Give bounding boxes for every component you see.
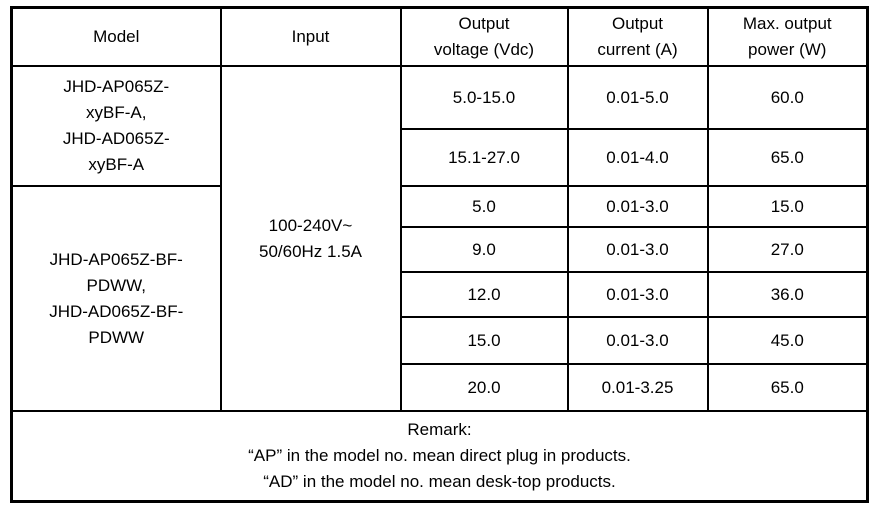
voltage-cell: 12.0 — [399, 271, 569, 318]
table-row: 12.0 0.01-3.0 36.0 — [12, 271, 869, 318]
spec-table: Model Input Output voltage (Vdc) Output … — [10, 6, 869, 503]
current-cell: 0.01-5.0 — [566, 65, 709, 130]
table-row: 20.0 0.01-3.25 65.0 — [12, 363, 869, 412]
current-cell: 0.01-3.0 — [566, 185, 709, 228]
current-cell: 0.01-3.0 — [566, 271, 709, 318]
voltage-cell: 9.0 — [399, 226, 569, 273]
header-output-voltage: Output voltage (Vdc) — [399, 6, 569, 67]
power-cell: 65.0 — [706, 363, 869, 412]
header-max-output-power: Max. output power (W) — [706, 6, 869, 67]
remark-line: “AD” in the model no. mean desk-top prod… — [263, 471, 616, 491]
table-row: 15.0 0.01-3.0 45.0 — [12, 316, 869, 365]
current-cell: 0.01-3.0 — [566, 226, 709, 273]
current-cell: 0.01-3.25 — [566, 363, 709, 412]
voltage-cell: 5.0-15.0 — [399, 65, 569, 130]
power-cell: 27.0 — [706, 226, 869, 273]
header-row: Model Input Output voltage (Vdc) Output … — [10, 6, 869, 67]
table-row: 9.0 0.01-3.0 27.0 — [12, 226, 869, 273]
remark-line: “AP” in the model no. mean direct plug i… — [248, 445, 631, 465]
model-group-cell-1: JHD-AP065Z- xyBF-A, JHD-AD065Z- xyBF-A — [10, 65, 222, 187]
remark-section: Remark: “AP” in the model no. mean direc… — [10, 410, 869, 502]
input-cell: 100-240V~ 50/60Hz 1.5A — [219, 65, 402, 412]
power-cell: 65.0 — [706, 128, 869, 187]
power-cell: 45.0 — [706, 316, 869, 365]
remark-label: Remark: — [407, 419, 472, 439]
voltage-cell: 5.0 — [399, 185, 569, 228]
power-cell: 15.0 — [706, 185, 869, 228]
voltage-cell: 15.0 — [399, 316, 569, 365]
power-cell: 36.0 — [706, 271, 869, 318]
current-cell: 0.01-3.0 — [566, 316, 709, 365]
power-cell: 60.0 — [706, 65, 869, 130]
voltage-cell: 15.1-27.0 — [399, 128, 569, 187]
current-cell: 0.01-4.0 — [566, 128, 709, 187]
header-model: Model — [10, 6, 222, 67]
table-row: 15.1-27.0 0.01-4.0 65.0 — [12, 128, 869, 187]
model-group-cell-2: JHD-AP065Z-BF- PDWW, JHD-AD065Z-BF- PDWW — [10, 185, 222, 412]
header-output-current: Output current (A) — [566, 6, 709, 67]
voltage-cell: 20.0 — [399, 363, 569, 412]
remark-row: Remark: “AP” in the model no. mean direc… — [10, 410, 869, 502]
table-row: JHD-AP065Z- xyBF-A, JHD-AD065Z- xyBF-A 1… — [10, 65, 869, 412]
table-row: JHD-AP065Z-BF- PDWW, JHD-AD065Z-BF- PDWW… — [10, 185, 869, 412]
header-input: Input — [219, 6, 402, 67]
